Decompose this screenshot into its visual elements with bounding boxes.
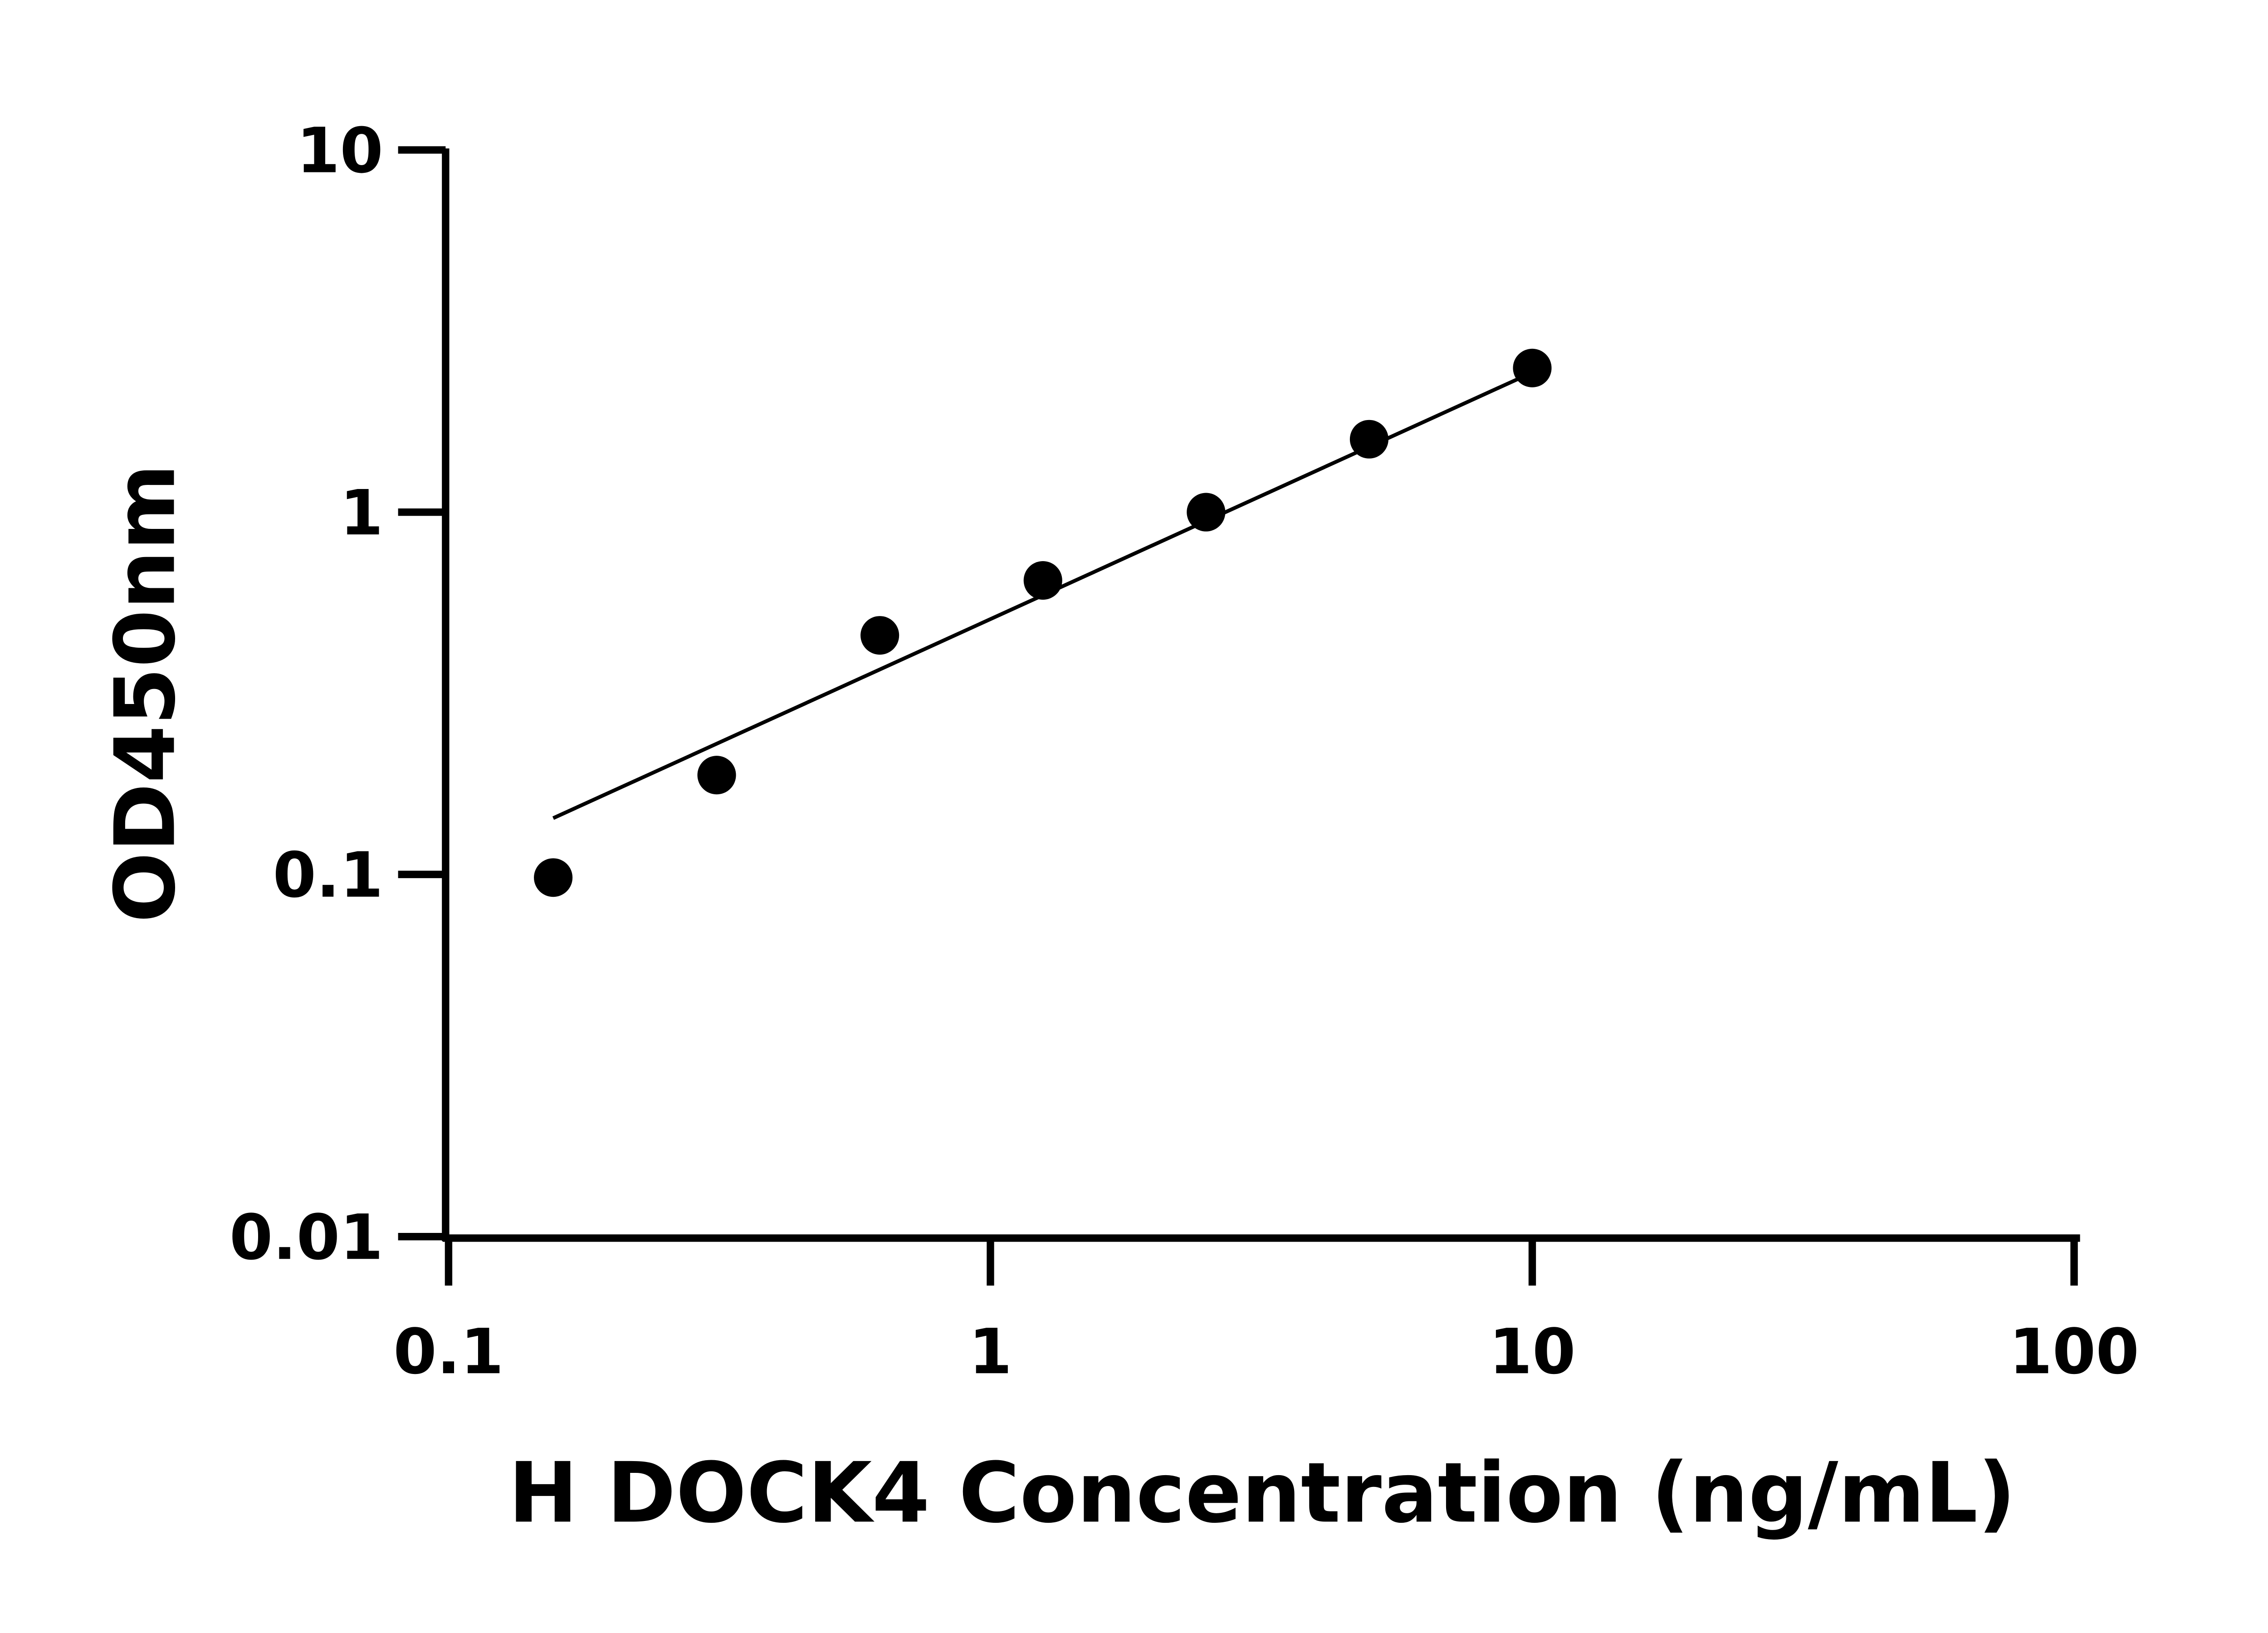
x-tick-label: 0.1	[393, 1315, 503, 1388]
y-tick-label: 1	[340, 477, 383, 549]
y-tick-label: 0.1	[273, 839, 383, 912]
y-axis-label: OD450nm	[97, 464, 194, 923]
x-axis-label: H DOCK4 Concentration (ng/mL)	[508, 1445, 2016, 1542]
y-tick-label: 0.01	[230, 1201, 383, 1274]
data-point	[534, 858, 573, 897]
x-tick-label: 10	[1489, 1315, 1575, 1388]
data-point	[1349, 420, 1388, 459]
data-point	[1023, 561, 1062, 600]
data-point	[1513, 348, 1552, 387]
axes	[442, 148, 2080, 1242]
data-point	[1187, 493, 1226, 532]
data-point	[860, 616, 899, 655]
data-point	[697, 756, 736, 795]
x-tick-label: 100	[2009, 1315, 2139, 1388]
y-tick-label: 10	[297, 115, 383, 187]
x-tick-label: 1	[969, 1315, 1012, 1388]
